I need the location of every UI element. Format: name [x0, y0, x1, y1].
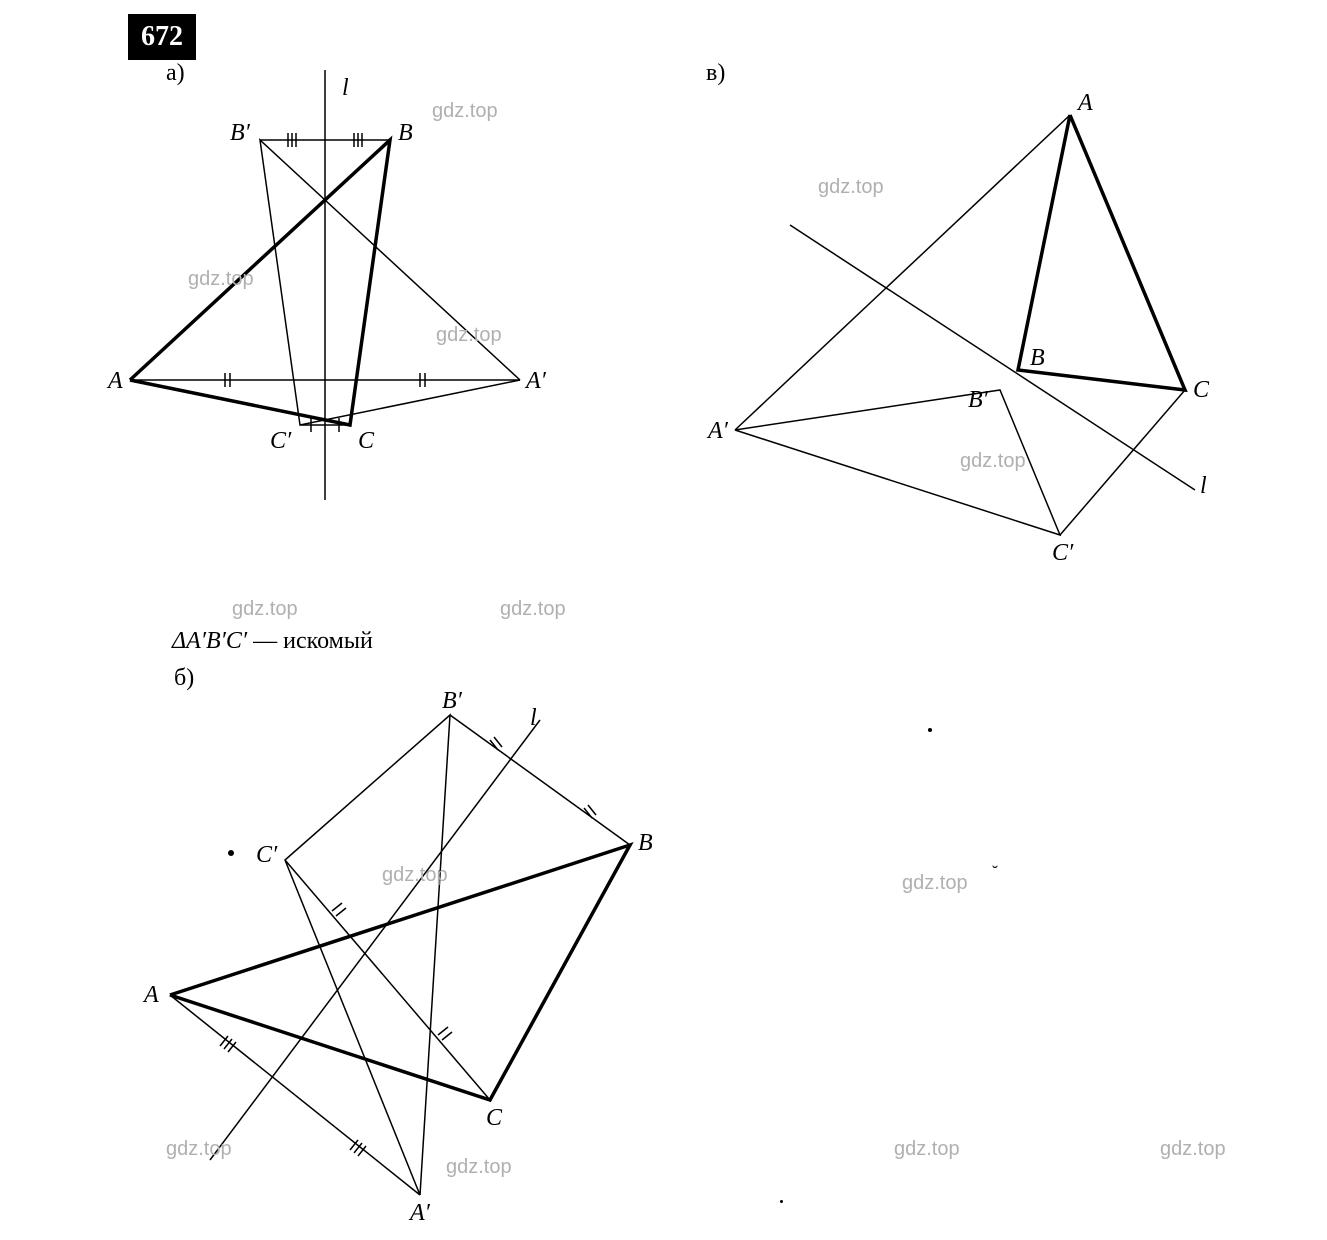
svg-text:C: C — [358, 428, 375, 454]
svg-text:C: C — [486, 1105, 503, 1131]
svg-text:A′: A′ — [524, 368, 547, 394]
svg-text:B′: B′ — [230, 120, 251, 146]
svg-text:C: C — [1193, 377, 1210, 403]
watermark: gdz.top — [500, 598, 566, 621]
svg-text:l: l — [342, 75, 349, 101]
svg-text:B′: B′ — [442, 688, 463, 714]
watermark: gdz.top — [232, 598, 298, 621]
svg-text:B′: B′ — [968, 387, 989, 413]
svg-text:A′: A′ — [706, 418, 729, 444]
stray-dot-3 — [780, 1200, 783, 1203]
answer-text: ΔA′B′C′ — искомый — [172, 628, 373, 655]
stray-mark: ˘ — [992, 862, 998, 883]
answer-math: ΔA′B′C′ — [172, 628, 247, 654]
svg-text:C′: C′ — [270, 428, 292, 454]
svg-text:C′: C′ — [1052, 540, 1074, 566]
svg-text:C′: C′ — [256, 842, 278, 868]
diagram-v: l A B C A′ B′ C′ — [700, 75, 1220, 575]
svg-text:l: l — [530, 705, 537, 731]
svg-text:A: A — [106, 368, 123, 394]
svg-text:l: l — [1200, 473, 1207, 499]
svg-text:A: A — [142, 982, 159, 1008]
stray-dot-2 — [928, 728, 932, 732]
watermark: gdz.top — [894, 1138, 960, 1161]
svg-text:B: B — [398, 120, 413, 146]
diagram-a: l A A′ B B′ C C′ — [100, 70, 560, 510]
svg-text:A: A — [1076, 90, 1093, 116]
problem-number-badge: 672 — [128, 14, 196, 60]
svg-text:A′: A′ — [408, 1200, 431, 1226]
answer-word: искомый — [283, 628, 373, 654]
svg-text:B: B — [638, 830, 653, 856]
watermark: gdz.top — [1160, 1138, 1226, 1161]
svg-text:B: B — [1030, 345, 1045, 371]
diagram-b: l A B C A′ B′ C′ — [130, 680, 690, 1240]
watermark: gdz.top — [902, 872, 968, 895]
answer-dash: — — [247, 628, 283, 654]
stray-dot — [228, 850, 234, 856]
